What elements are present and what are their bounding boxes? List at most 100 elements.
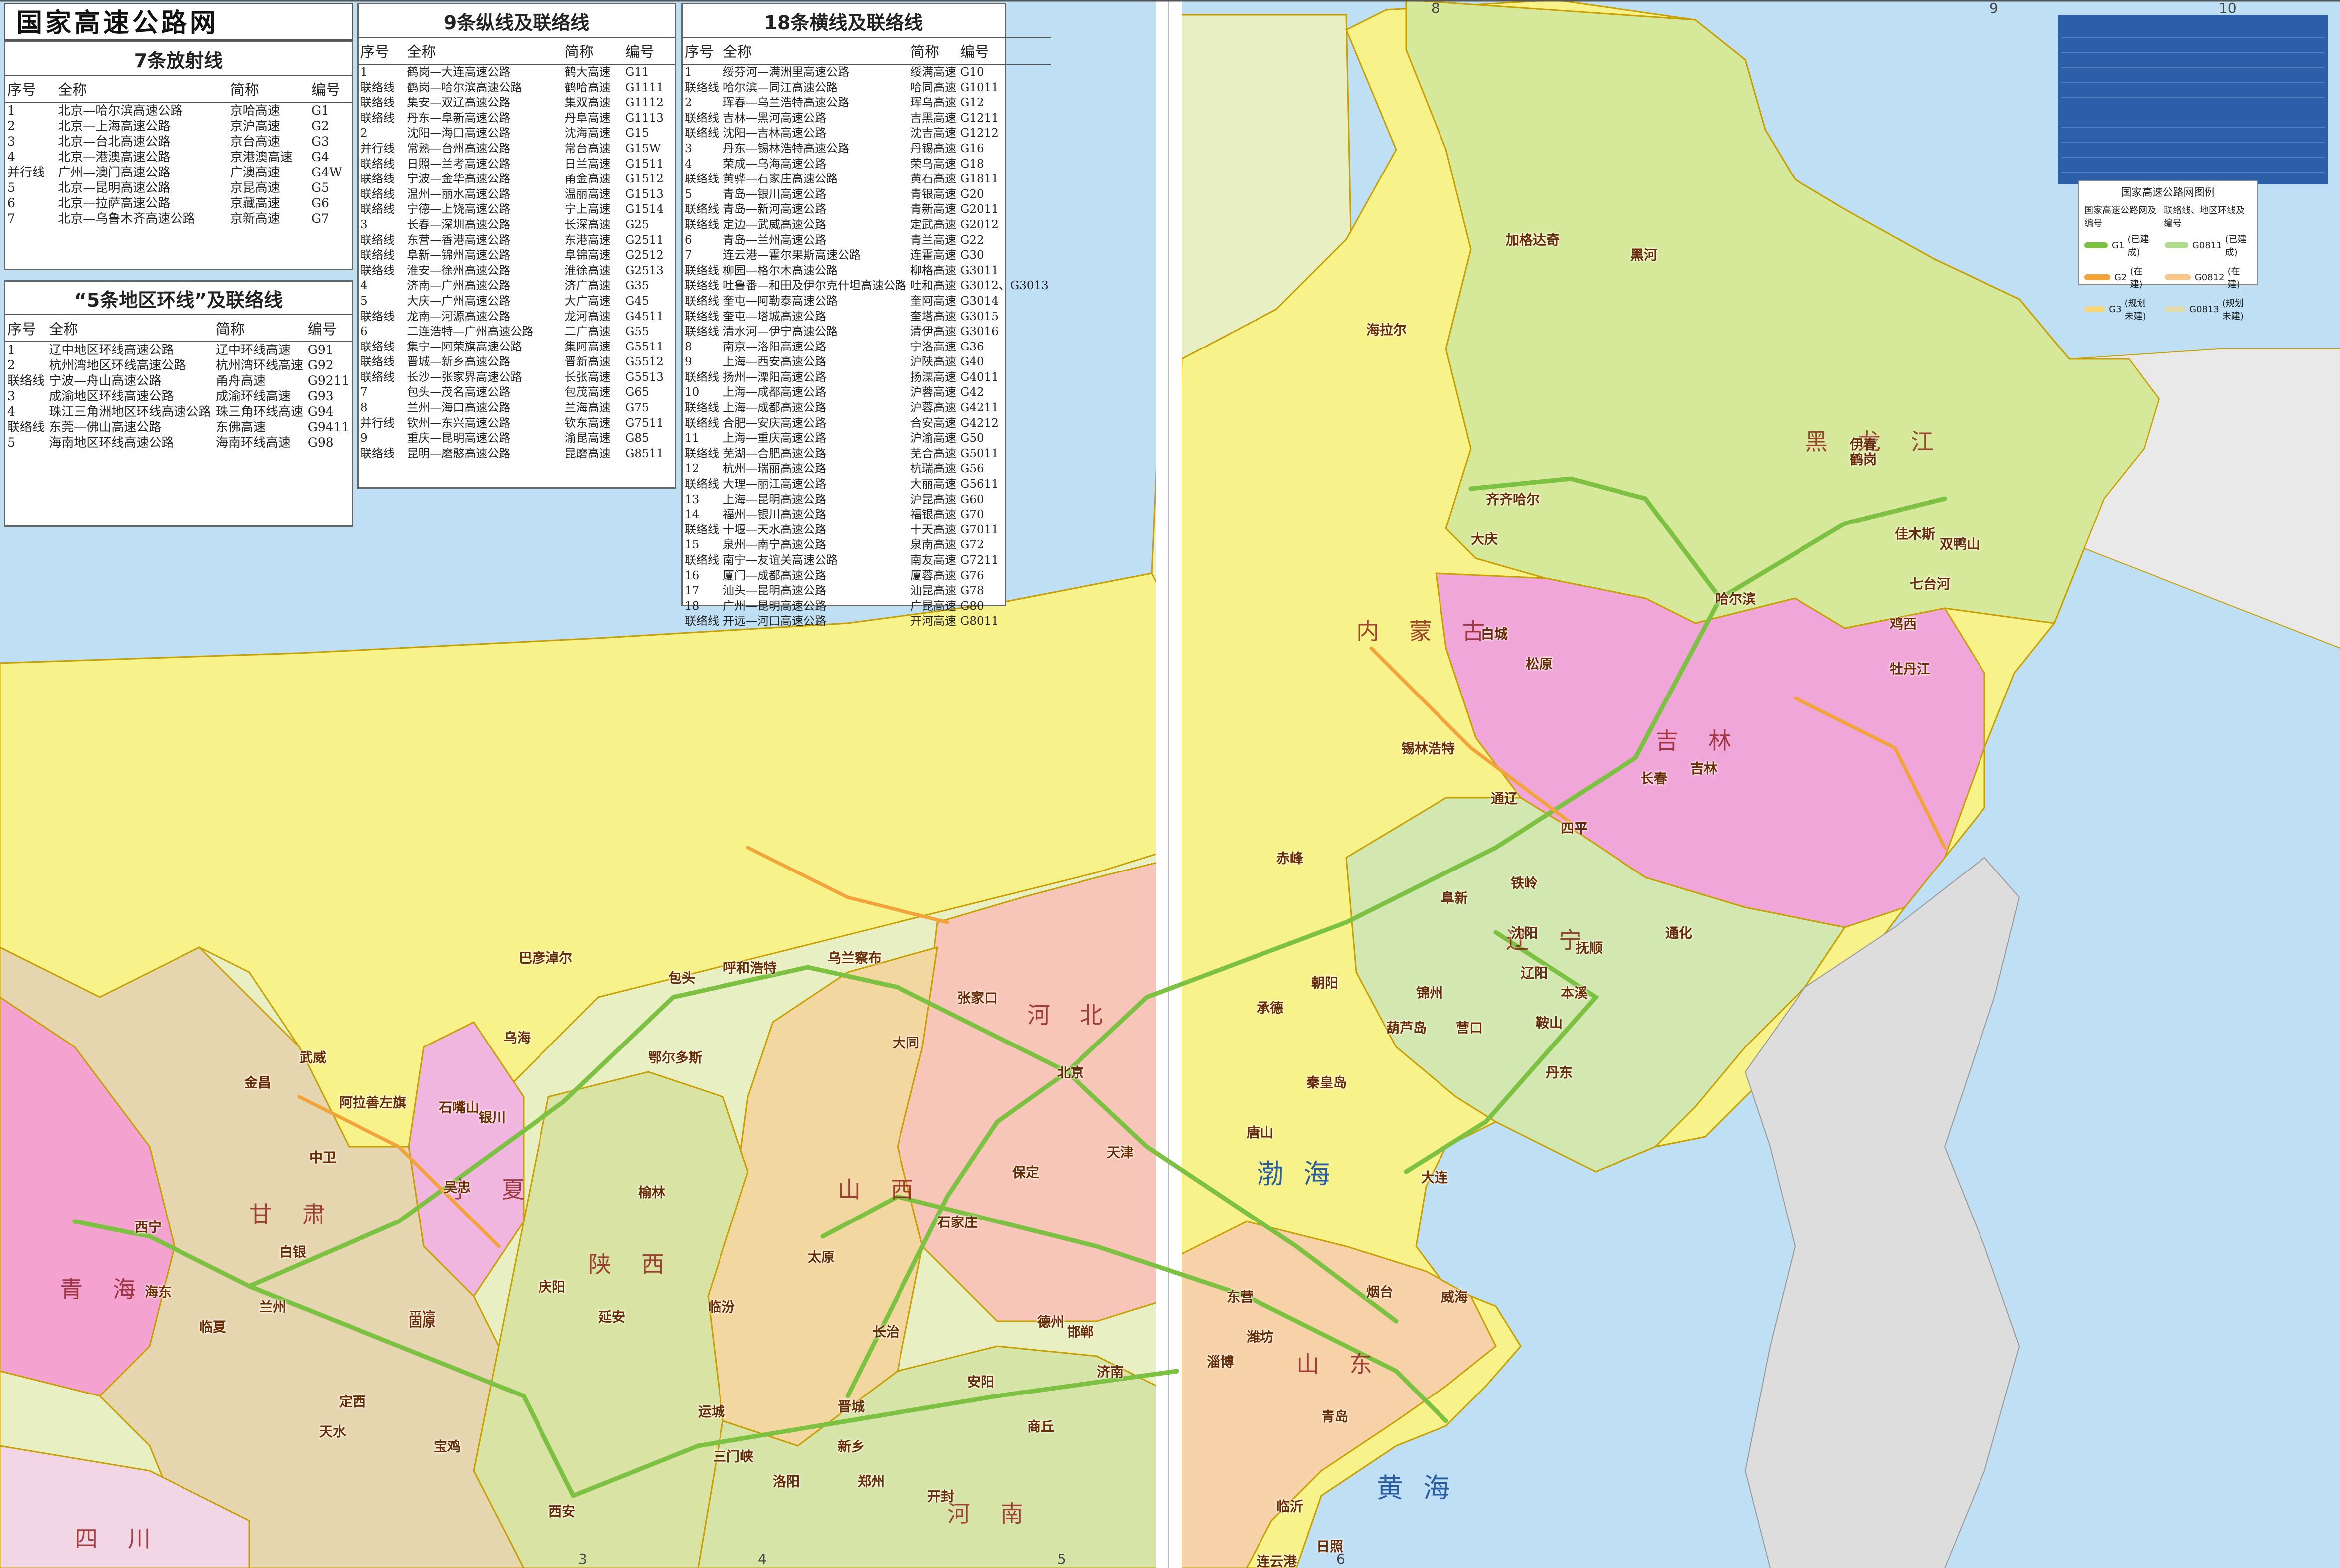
table-row: 联络线 清水河—伊宁高速公路 清伊高速 G3016 xyxy=(683,324,1051,340)
table-header-cell: 序号 xyxy=(683,37,721,65)
city-label: 银川 xyxy=(479,1110,506,1126)
city-label: 阜新 xyxy=(1441,891,1468,906)
table-row: 4 济南—广州高速公路 济广高速 G35 xyxy=(359,278,675,294)
table-cell: 6 xyxy=(7,196,15,210)
table-row: 9 重庆—昆明高速公路 渝昆高速 G85 xyxy=(359,431,675,446)
city-label: 长治 xyxy=(873,1325,900,1340)
table-cell: 3 xyxy=(7,389,15,403)
region-hebei xyxy=(897,857,1178,1322)
table-row: 联络线 奎屯—塔城高速公路 奎塔高速 G3015 xyxy=(683,309,1051,325)
table-row: 联络线 哈尔滨—同江高速公路 哈同高速 G1011 xyxy=(683,80,1051,96)
table-cell: 奎阿高速 xyxy=(910,294,956,308)
table-cell: 联络线 xyxy=(360,96,395,110)
table-row: 联络线 柳园—格尔木高速公路 柳格高速 G3011 xyxy=(683,263,1051,279)
table-header-cell: 简称 xyxy=(214,314,306,342)
table-cell: 鹤大高速 xyxy=(564,66,611,79)
city-label: 潍坊 xyxy=(1247,1330,1273,1345)
city-label: 平凉 xyxy=(409,1310,436,1325)
legend-code: G3 xyxy=(2109,304,2122,315)
table-cell: 温州—丽水高速公路 xyxy=(407,187,511,201)
table-cell: 联络线 xyxy=(360,111,395,125)
table-cell: 丹东—锡林浩特高速公路 xyxy=(723,142,849,155)
legend-code: G2 xyxy=(2114,272,2127,283)
table-cell: 青兰高速 xyxy=(910,233,956,247)
region-henan xyxy=(697,1345,1178,1568)
table-cell: 1 xyxy=(360,66,368,79)
radial-table-title: 7条放射线 xyxy=(134,50,223,72)
legend-swatch xyxy=(2164,306,2186,312)
table-cell: 日照—兰考高速公路 xyxy=(407,157,511,171)
city-label: 海拉尔 xyxy=(1366,323,1407,338)
table-cell: 淮安—徐州高速公路 xyxy=(407,264,511,277)
city-label: 铁岭 xyxy=(1511,876,1538,891)
map-title: 国家高速公路网 xyxy=(4,3,353,41)
table-cell: 吉黑高速 xyxy=(910,111,956,125)
table-cell: 北京—台北高速公路 xyxy=(58,134,171,149)
table-row: 联络线 宁波—舟山高速公路 甬舟高速 G9211 xyxy=(5,373,352,388)
table-cell: G3011 xyxy=(960,264,999,277)
table-cell: G65 xyxy=(625,386,649,399)
table-cell: 长深高速 xyxy=(564,218,611,231)
table-cell: 集宁—阿荣旗高速公路 xyxy=(407,340,522,353)
legend-code: G0811 xyxy=(2192,240,2222,251)
table-cell: G2513 xyxy=(625,264,664,277)
table-cell: 联络线 xyxy=(685,294,719,308)
province-label: 黑龙江 xyxy=(1805,428,1964,455)
table-cell: 联络线 xyxy=(685,615,719,628)
table-cell: 并行线 xyxy=(360,142,395,155)
table-cell: 鹤岗—哈尔滨高速公路 xyxy=(407,81,522,94)
table-cell: G70 xyxy=(960,508,984,522)
table-row: 联络线 吐鲁番—和田及伊尔克什坦高速公路 吐和高速 G3012、G3013 xyxy=(683,278,1051,294)
city-label: 松原 xyxy=(1526,657,1553,672)
table-cell: 青岛—新河高速公路 xyxy=(723,203,826,216)
table-cell: 合安高速 xyxy=(910,416,956,430)
table-cell: 联络线 xyxy=(360,203,395,216)
table-row: 16 厦门—成都高速公路 厦蓉高速 G76 xyxy=(683,568,1051,584)
city-label: 东营 xyxy=(1227,1290,1254,1305)
table-cell: 龙河高速 xyxy=(564,310,611,323)
table-cell: 北京—拉萨高速公路 xyxy=(58,196,171,210)
foreign-land xyxy=(1744,857,2020,1568)
city-label: 烟台 xyxy=(1366,1285,1393,1300)
table-cell: 13 xyxy=(685,493,700,506)
table-cell: 奎屯—阿勒泰高速公路 xyxy=(723,294,838,308)
table-row: 1 北京—哈尔滨高速公路 京哈高速 G1 xyxy=(5,102,352,118)
city-label: 延安 xyxy=(598,1310,625,1325)
table-cell: G18 xyxy=(960,157,984,171)
table-row: 7 连云港—霍尔果斯高速公路 连霍高速 G30 xyxy=(683,248,1051,263)
city-label: 固原 xyxy=(409,1315,436,1330)
table-cell: 联络线 xyxy=(685,218,719,231)
table-cell: 东营—香港高速公路 xyxy=(407,233,511,247)
ring-table: 序号 全称 简称 编号 1 辽中地区环线高速公路 辽中环线高速 G91 2 杭州湾地区环线高速公… xyxy=(5,314,352,450)
table-cell: 京昆高速 xyxy=(230,180,280,195)
city-label: 三门峡 xyxy=(713,1449,753,1465)
table-cell: G7 xyxy=(311,211,329,226)
legend-swatch xyxy=(2084,306,2105,312)
table-cell: 联络线 xyxy=(685,81,719,94)
table-row: 联络线 宁波—金华高速公路 甬金高速 G1512 xyxy=(359,172,675,187)
table-cell: 京藏高速 xyxy=(230,196,280,210)
province-label: 陕西 xyxy=(588,1251,694,1278)
table-row: 10 上海—成都高速公路 沪蓉高速 G42 xyxy=(683,385,1051,400)
city-label: 郑州 xyxy=(858,1474,885,1490)
table-cell: 联络线 xyxy=(685,173,719,186)
table-row: 联络线 合肥—安庆高速公路 合安高速 G4212 xyxy=(683,416,1051,431)
city-label: 临汾 xyxy=(708,1300,735,1315)
table-row: 1 辽中地区环线高速公路 辽中环线高速 G91 xyxy=(5,342,352,357)
table-cell: G4212 xyxy=(960,416,999,430)
table-row: 联络线 青岛—新河高速公路 青新高速 G2011 xyxy=(683,202,1051,217)
table-cell: 包头—茂名高速公路 xyxy=(407,386,511,399)
table-cell: 7 xyxy=(7,211,15,226)
table-cell: 北京—昆明高速公路 xyxy=(58,180,171,195)
table-row: 8 兰州—海口高速公路 兰海高速 G75 xyxy=(359,400,675,416)
legend-code: G0812 xyxy=(2194,272,2225,283)
table-cell: 集双高速 xyxy=(564,96,611,110)
table-cell: G35 xyxy=(625,279,649,293)
table-cell: G1011 xyxy=(960,81,999,94)
table-row: 17 汕头—昆明高速公路 汕昆高速 G78 xyxy=(683,583,1051,599)
table-cell: 昆磨高速 xyxy=(564,447,611,460)
sea-label-bohai: 渤海 xyxy=(1257,1158,1350,1190)
city-label: 商丘 xyxy=(1027,1419,1054,1435)
table-cell: 南宁—友谊关高速公路 xyxy=(723,554,838,567)
table-cell: 哈尔滨—同江高速公路 xyxy=(723,81,838,94)
